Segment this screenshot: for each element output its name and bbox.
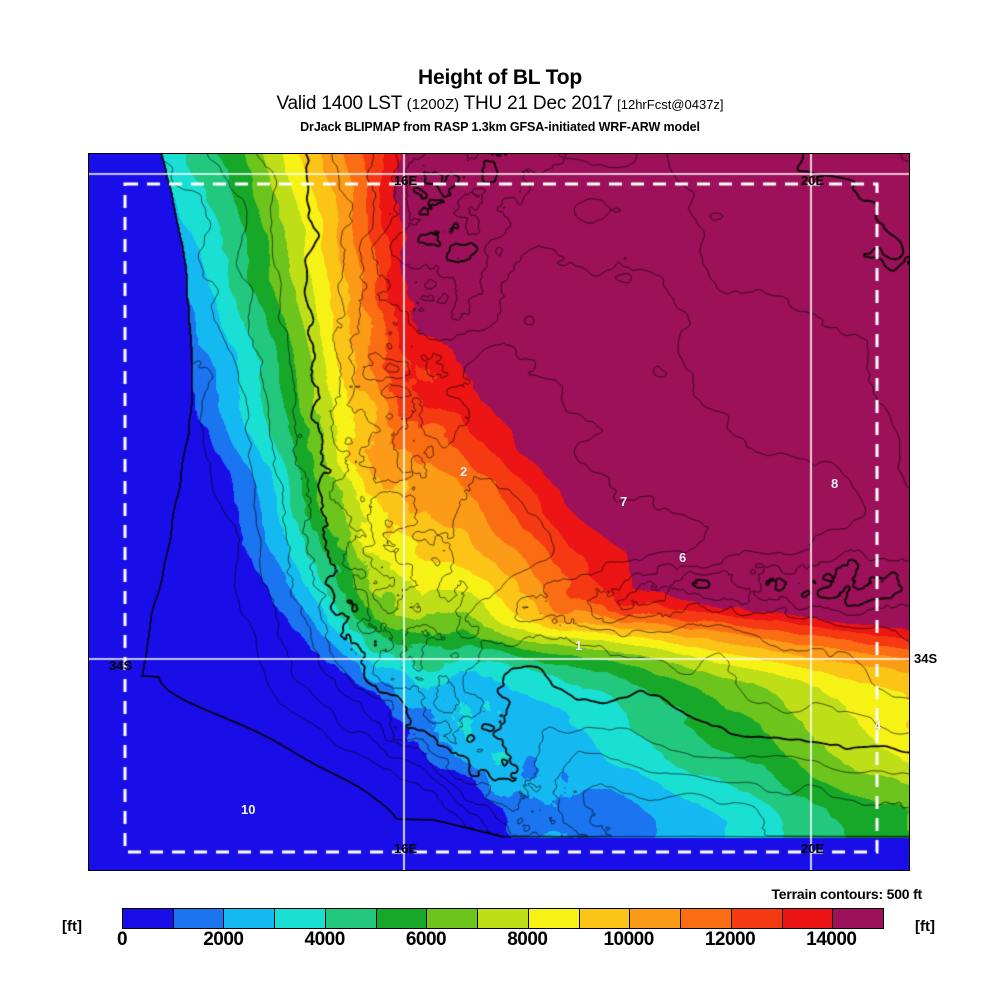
colorbar-band-7000	[478, 909, 529, 928]
colorbar-tick-10000: 10000	[603, 929, 654, 950]
model-source-line: DrJack BLIPMAP from RASP 1.3km GFSA-init…	[300, 120, 700, 134]
colorbar-gradient	[122, 908, 884, 929]
lon-16e-bottom: 16E	[394, 841, 418, 856]
colorbar-band-3000	[275, 909, 326, 928]
colorbar-tick-0: 0	[116, 929, 128, 950]
colorbar-band-8000	[528, 909, 580, 928]
page-title: Height of BL Top	[418, 66, 582, 89]
lon-20e-top: 20E	[801, 173, 825, 188]
colorbar-tick-12000: 12000	[704, 929, 756, 950]
colorbar-tick-labels: 0 2000 4000 6000 8000 10000 12000 14000	[117, 929, 884, 955]
colorbar-unit-left: [ft]	[62, 918, 82, 935]
lon-16e-top: 16E	[394, 173, 418, 188]
lat-34s-left: 34S	[109, 658, 133, 673]
colorbar-tick-14000: 14000	[806, 929, 857, 950]
colorbar-band-13000	[782, 909, 834, 928]
lat-34s-right: 34S	[914, 651, 938, 666]
colorbar-tick-8000: 8000	[507, 929, 548, 950]
colorbar-band-2000	[224, 909, 276, 928]
map-raster-layer	[89, 154, 909, 870]
colorbar-band-12000	[731, 909, 783, 928]
valid-date: THU 21 Dec 2017	[463, 93, 613, 114]
colorbar-band-14000	[833, 909, 884, 928]
title-block: Height of BL Top Valid 1400 LST (1200Z) …	[0, 0, 1000, 135]
valid-time-prefix: Valid 1400 LST	[276, 93, 403, 114]
colorbar-band-1000	[173, 909, 225, 928]
colorbar-band-4000	[325, 909, 377, 928]
valid-time-line: Valid 1400 LST (1200Z) THU 21 Dec 2017 […	[0, 93, 1000, 116]
colorbar-unit-right: [ft]	[915, 918, 935, 935]
lon-20e-bottom: 20E	[801, 841, 825, 856]
valid-time-zulu: (1200Z)	[406, 96, 460, 113]
forecast-hour-tag: [12hrFcst@0437z]	[617, 97, 724, 112]
colorbar-band-6000	[427, 909, 479, 928]
colorbar-band-11000	[681, 909, 732, 928]
colorbar-tick-6000: 6000	[405, 929, 447, 950]
colorbar-band-5000	[376, 909, 428, 928]
colorbar-band-10000	[630, 909, 682, 928]
colorbar-band-0	[123, 909, 174, 928]
colorbar-band-9000	[579, 909, 631, 928]
colorbar-legend: [ft] [ft] 0 2000 4000 6000 8000 10000 12000 140…	[0, 908, 1000, 968]
colorbar-tick-2000: 2000	[203, 929, 244, 950]
colorbar-tick-4000: 4000	[304, 929, 346, 950]
forecast-map[interactable]: 16E 20E 16E 20E 34S 2 7 6 1 8 4 10	[88, 153, 910, 871]
terrain-contour-note: Terrain contours: 500 ft	[771, 886, 922, 902]
